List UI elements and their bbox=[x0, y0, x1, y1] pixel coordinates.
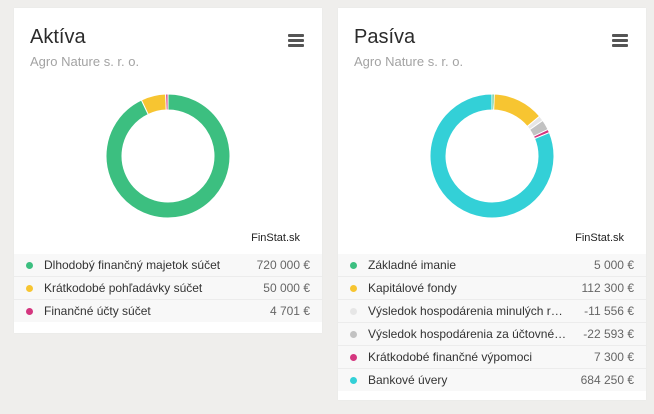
legend-item[interactable]: Krátkodobé pohľadávky súčet 50 000 € bbox=[14, 277, 322, 300]
finstat-credit[interactable]: FinStat.sk bbox=[575, 232, 624, 244]
legend-dot-icon bbox=[26, 285, 33, 292]
donut-chart bbox=[105, 93, 231, 219]
card-title: Pasíva bbox=[354, 26, 416, 48]
card-subtitle: Agro Nature s. r. o. bbox=[30, 54, 140, 69]
legend-value: 4 701 € bbox=[269, 304, 310, 318]
card-subtitle: Agro Nature s. r. o. bbox=[354, 54, 464, 69]
legend-item[interactable]: Bankové úvery 684 250 € bbox=[338, 369, 646, 391]
legend-value: 684 250 € bbox=[580, 373, 634, 387]
donut-chart bbox=[429, 93, 555, 219]
legend-dot-icon bbox=[350, 331, 357, 338]
legend-label: Krátkodobé pohľadávky súčet bbox=[44, 281, 203, 295]
legend-value: 112 300 € bbox=[581, 281, 635, 295]
legend-label: Bankové úvery bbox=[368, 373, 448, 387]
legend-dot-icon bbox=[350, 308, 357, 315]
legend-dot-icon bbox=[26, 308, 33, 315]
legend-item[interactable]: Základné imanie 5 000 € bbox=[338, 254, 646, 277]
legend-value: 5 000 € bbox=[593, 258, 634, 272]
legend-dot-icon bbox=[26, 262, 33, 269]
legend: Dlhodobý finančný majetok súčet 720 000 €… bbox=[14, 254, 322, 322]
hamburger-menu-icon[interactable] bbox=[288, 34, 304, 48]
legend: Základné imanie 5 000 € Kapitálové fondy 11… bbox=[338, 254, 646, 391]
legend-dot-icon bbox=[350, 377, 357, 384]
legend-item[interactable]: Výsledok hospodárenia za účtovné obdobie… bbox=[338, 323, 646, 346]
legend-item[interactable]: Krátkodobé finančné výpomoci 7 300 € bbox=[338, 346, 646, 369]
legend-value: 720 000 € bbox=[256, 258, 310, 272]
hamburger-menu-icon[interactable] bbox=[612, 34, 628, 48]
legend-label: Základné imanie bbox=[368, 258, 457, 272]
legend-label: Finančné účty súčet bbox=[44, 304, 151, 318]
pasiva-card: Pasíva Agro Nature s. r. o. FinStat.sk Z… bbox=[338, 8, 646, 400]
donut-slice[interactable] bbox=[429, 93, 555, 219]
legend-dot-icon bbox=[350, 262, 357, 269]
legend-item[interactable]: Výsledok hospodárenia minulých rokov -11 … bbox=[338, 300, 646, 323]
donut-slice[interactable] bbox=[165, 93, 169, 111]
legend-label: Dlhodobý finančný majetok súčet bbox=[44, 258, 221, 272]
legend-label: Kapitálové fondy bbox=[368, 281, 457, 295]
legend-value: -22 593 € bbox=[583, 327, 634, 341]
legend-item[interactable]: Kapitálové fondy 112 300 € bbox=[338, 277, 646, 300]
finstat-credit[interactable]: FinStat.sk bbox=[251, 232, 300, 244]
legend-label: Výsledok hospodárenia za účtovné obdobie bbox=[368, 327, 568, 341]
donut-slice[interactable] bbox=[105, 93, 231, 219]
legend-dot-icon bbox=[350, 354, 357, 361]
legend-value: -11 556 € bbox=[584, 304, 634, 318]
legend-label: Výsledok hospodárenia minulých rokov bbox=[368, 304, 568, 318]
legend-dot-icon bbox=[350, 285, 357, 292]
legend-value: 50 000 € bbox=[263, 281, 310, 295]
legend-item[interactable]: Dlhodobý finančný majetok súčet 720 000 € bbox=[14, 254, 322, 277]
legend-value: 7 300 € bbox=[593, 350, 634, 364]
legend-label: Krátkodobé finančné výpomoci bbox=[368, 350, 533, 364]
aktiva-card: Aktíva Agro Nature s. r. o. FinStat.sk D… bbox=[14, 8, 322, 333]
card-title: Aktíva bbox=[30, 26, 86, 48]
legend-item[interactable]: Finančné účty súčet 4 701 € bbox=[14, 300, 322, 322]
